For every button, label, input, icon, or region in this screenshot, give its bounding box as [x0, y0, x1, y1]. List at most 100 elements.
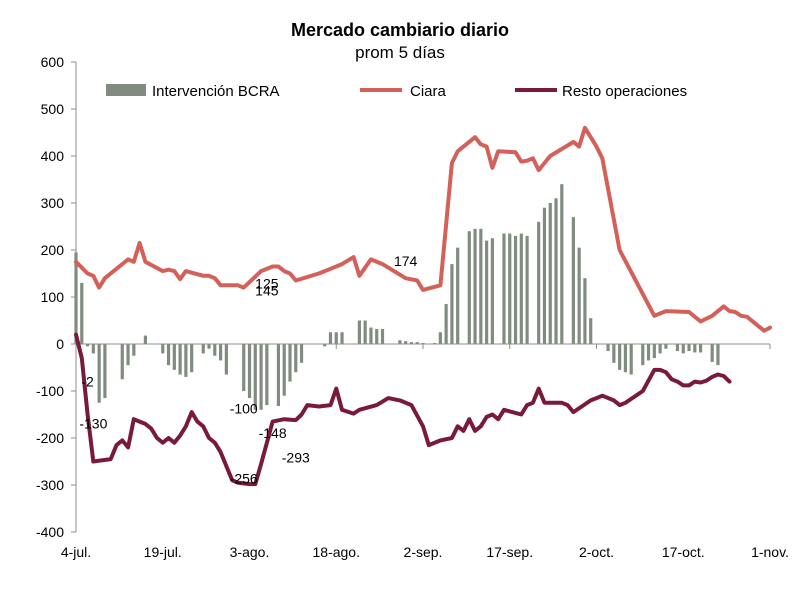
- bar: [207, 344, 211, 349]
- bar: [103, 344, 107, 399]
- legend-swatch-intervencion: [106, 84, 146, 96]
- data-label: -293: [282, 449, 310, 465]
- y-axis: 600 500 400 300 200 100 0 -100 -200 -300 -400: [36, 54, 77, 540]
- bar: [201, 344, 205, 354]
- legend: Intervención BCRA Ciara Resto operacione…: [106, 83, 687, 100]
- bar: [554, 198, 558, 344]
- bar: [91, 344, 95, 354]
- bar: [247, 344, 252, 399]
- bar: [699, 344, 703, 353]
- y-tick-label: -400: [36, 524, 64, 540]
- legend-label-resto: Resto operaciones: [562, 83, 687, 100]
- bar: [641, 344, 645, 366]
- bar: [450, 264, 454, 344]
- y-tick-label: 400: [41, 148, 65, 164]
- bar: [242, 344, 246, 391]
- bar: [334, 332, 338, 344]
- bar: [97, 344, 101, 403]
- bar: [612, 344, 616, 363]
- bar: [456, 247, 460, 344]
- bar: [623, 344, 628, 373]
- line-ciara: [74, 125, 772, 333]
- bar: [589, 318, 593, 344]
- bar: [606, 344, 610, 352]
- bar: [299, 344, 304, 363]
- bar: [409, 342, 414, 344]
- bar: [120, 344, 124, 380]
- bar: [438, 332, 442, 344]
- bar: [571, 217, 575, 344]
- bar: [525, 235, 529, 344]
- x-tick-label: 2-sep.: [404, 544, 443, 560]
- data-label: -100: [230, 401, 258, 417]
- bar: [265, 344, 269, 406]
- y-tick-label: 600: [41, 54, 65, 70]
- bar: [178, 344, 182, 375]
- bar: [560, 184, 564, 344]
- bar: [716, 344, 720, 366]
- bar: [369, 327, 373, 344]
- bar: [172, 344, 176, 370]
- bar: [80, 282, 84, 344]
- bar: [259, 344, 263, 410]
- bar: [143, 335, 147, 344]
- x-tick-label: 17-oct.: [662, 544, 705, 560]
- bar: [618, 344, 622, 370]
- bar: [519, 233, 523, 344]
- chart-subtitle: prom 5 días: [355, 43, 445, 62]
- chart-title: Mercado cambiario diario: [291, 20, 509, 40]
- bar: [537, 221, 541, 344]
- bar-series-intervencion: [74, 184, 720, 410]
- bar: [513, 235, 518, 344]
- bar: [490, 238, 494, 344]
- x-tick-label: 17-sep.: [486, 544, 533, 560]
- bar: [323, 344, 327, 347]
- bar: [508, 233, 512, 344]
- bar: [294, 344, 298, 373]
- bar: [213, 344, 217, 356]
- x-axis: 4-jul. 19-jul. 3-ago. 18-ago. 2-sep. 17-sep. 2…: [61, 343, 789, 560]
- bar: [646, 344, 651, 361]
- bar: [577, 247, 581, 344]
- line-resto-operaciones: [74, 332, 732, 487]
- bar: [357, 320, 361, 344]
- bar: [276, 344, 281, 407]
- bar: [363, 320, 367, 344]
- bar: [85, 344, 90, 347]
- bar: [693, 344, 697, 353]
- x-tick-label: 18-ago.: [313, 544, 360, 560]
- bar: [710, 344, 714, 362]
- bar: [404, 341, 408, 344]
- bar: [415, 342, 419, 344]
- bar: [328, 332, 333, 344]
- x-tick-label: 3-ago.: [230, 544, 270, 560]
- bar: [629, 344, 633, 375]
- data-label: 174: [394, 253, 418, 269]
- data-label: -130: [79, 416, 107, 432]
- bar: [548, 203, 552, 344]
- bar: [473, 228, 477, 344]
- bar: [652, 344, 656, 359]
- bar: [282, 344, 286, 396]
- bar: [502, 233, 506, 344]
- bar: [380, 328, 385, 344]
- y-tick-label: 500: [41, 101, 65, 117]
- bar: [485, 240, 489, 344]
- legend-label-intervencion: Intervención BCRA: [152, 83, 280, 100]
- y-tick-label: 100: [41, 289, 65, 305]
- data-label: -148: [259, 425, 287, 441]
- bar: [375, 328, 379, 344]
- y-tick-label: 300: [41, 195, 65, 211]
- x-tick-label: 1-nov.: [751, 544, 789, 560]
- bar: [253, 344, 257, 410]
- data-label: 125: [255, 276, 279, 292]
- bar: [664, 344, 668, 349]
- data-label: -256: [230, 471, 258, 487]
- bar: [658, 344, 662, 354]
- y-tick-label: -200: [36, 430, 64, 446]
- bar: [184, 344, 188, 377]
- bar: [479, 228, 483, 344]
- bar: [166, 344, 171, 366]
